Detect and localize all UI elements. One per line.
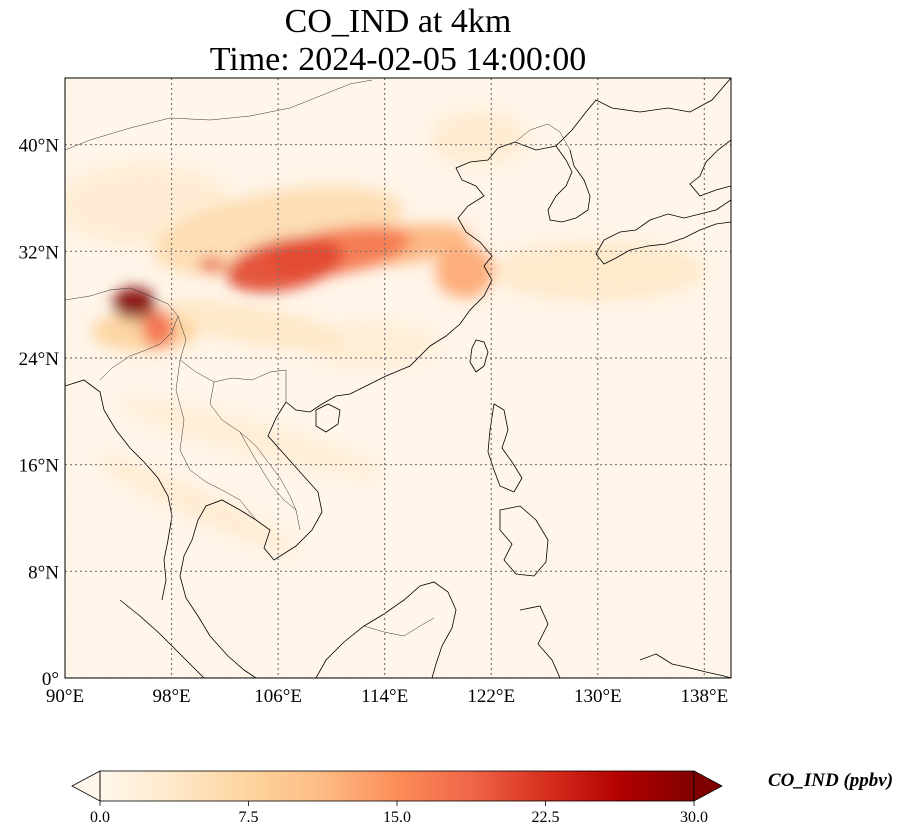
lon-tick-label: 138°E	[681, 686, 729, 707]
map-title: CO_IND at 4km	[284, 3, 512, 40]
concentration-field	[65, 111, 705, 552]
china-coastline	[285, 78, 731, 413]
colorbar-tick-label: 15.0	[383, 809, 411, 826]
gridlines	[65, 78, 731, 678]
thailand-border	[175, 359, 257, 521]
lat-tick-label: 32°N	[19, 242, 60, 263]
coastlines	[65, 78, 731, 678]
longitude-tick-labels: 90°E 98°E 106°E 114°E 122°E 130°E 138°E	[46, 686, 728, 707]
borneo-coastline	[315, 581, 457, 678]
plume-14	[431, 111, 525, 165]
lat-tick-label: 40°N	[19, 136, 60, 157]
new-guinea-coastline	[639, 653, 731, 678]
china-myanmar-border	[177, 315, 287, 402]
lon-tick-label: 122°E	[467, 686, 515, 707]
colorbar-gradient	[100, 771, 694, 801]
lat-tick-label: 8°N	[28, 562, 59, 583]
myanmar-coastline	[65, 379, 173, 601]
colorbar-tick-labels: 0.0 7.5 15.0 22.5 30.0	[90, 801, 708, 826]
indochina-coastline	[179, 401, 323, 678]
malaysia-border	[363, 617, 435, 637]
taiwan-coastline	[469, 339, 489, 373]
sulawesi-coastline	[519, 605, 561, 678]
lon-tick-label: 90°E	[46, 686, 84, 707]
lat-tick-label: 24°N	[19, 349, 60, 370]
hainan-coastline	[315, 403, 341, 433]
lat-tick-label: 0°	[42, 669, 59, 690]
latitude-tick-labels: 0° 8°N 16°N 24°N 32°N 40°N	[19, 136, 60, 690]
china-mongolia-border	[65, 79, 373, 151]
china-korea-border	[514, 123, 571, 151]
colorbar-max-extension	[693, 770, 723, 802]
map-subtitle-time: Time: 2024-02-05 14:00:00	[209, 41, 587, 78]
lon-tick-label: 106°E	[254, 686, 302, 707]
country-borders	[65, 79, 571, 637]
colorbar-tick-label: 22.5	[532, 809, 560, 826]
japan-coastline	[595, 199, 731, 265]
japan-north-coastline	[689, 139, 731, 197]
plume-6	[435, 244, 494, 298]
sumatra-coastline	[119, 599, 205, 678]
philippines-south-coastline	[499, 505, 549, 577]
lat-tick-label: 16°N	[19, 456, 60, 477]
plume-11	[159, 300, 344, 350]
korea-coastline	[547, 145, 591, 223]
colorbar: 0.0 7.5 15.0 22.5 30.0	[71, 770, 723, 826]
colorbar-tick-label: 0.0	[90, 809, 110, 826]
plume-4	[198, 258, 225, 272]
lon-tick-label: 98°E	[152, 686, 190, 707]
colorbar-min-extension	[71, 770, 101, 802]
lon-tick-label: 130°E	[574, 686, 622, 707]
map-frame	[64, 77, 732, 679]
laos-border	[209, 381, 297, 511]
colorbar-label: CO_IND (ppbv)	[768, 770, 894, 791]
vietnam-cambodia-border	[239, 431, 301, 531]
plume-13	[101, 458, 295, 552]
map-panel: 90°E 98°E 106°E 114°E 122°E 130°E 138°E 0° 8°N 1…	[19, 77, 732, 707]
plume-8	[491, 242, 705, 301]
colorbar-tick-label: 7.5	[239, 809, 259, 826]
philippines-luzon-coastline	[487, 403, 523, 493]
plume-0	[112, 287, 156, 320]
plume-12	[122, 400, 381, 476]
lon-tick-label: 114°E	[361, 686, 408, 707]
colorbar-tick-label: 30.0	[680, 809, 708, 826]
